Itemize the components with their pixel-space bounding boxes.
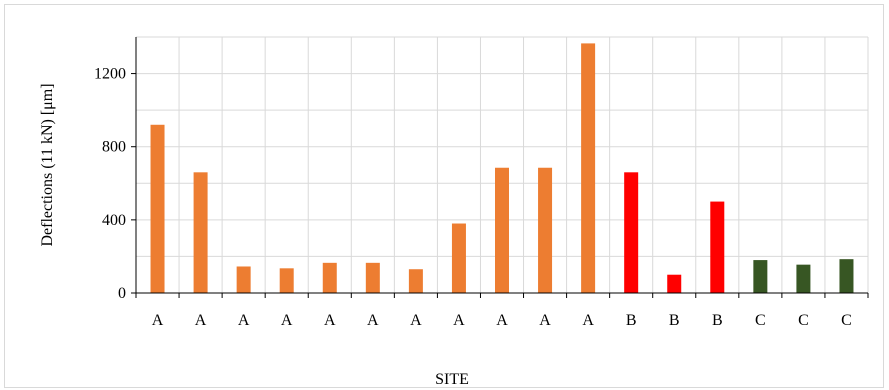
y-tick-label: 800 xyxy=(102,139,126,156)
bars xyxy=(150,43,854,294)
x-tick-label: C xyxy=(841,312,852,329)
x-tick-label: C xyxy=(798,312,809,329)
bar xyxy=(796,264,811,293)
x-tick-label: A xyxy=(453,312,465,329)
x-tick-label: A xyxy=(238,312,250,329)
bar xyxy=(322,262,337,293)
bar xyxy=(150,124,165,294)
y-tick-label: 1200 xyxy=(94,66,126,83)
y-tick-label: 0 xyxy=(118,285,126,302)
bar xyxy=(451,223,466,293)
x-tick-label: A xyxy=(152,312,164,329)
bar xyxy=(236,266,251,293)
x-tick-label: A xyxy=(195,312,207,329)
x-tick-label: A xyxy=(324,312,336,329)
x-tick-label: A xyxy=(410,312,422,329)
x-tick-label: A xyxy=(539,312,551,329)
x-tick-label: A xyxy=(496,312,508,329)
x-tick-label: A xyxy=(281,312,293,329)
y-tick-labels: 0 400 800 1200 xyxy=(94,66,126,302)
bar xyxy=(667,274,682,293)
y-tick-label: 400 xyxy=(102,212,126,229)
x-tick-label: B xyxy=(669,312,680,329)
bar xyxy=(279,268,294,293)
x-tick-label: C xyxy=(755,312,766,329)
y-axis-title: Deflections (11 kN) [μm] xyxy=(39,83,56,246)
x-tick-label: A xyxy=(582,312,594,329)
bar xyxy=(753,260,768,293)
bar xyxy=(581,43,596,294)
x-tick-label: B xyxy=(626,312,637,329)
axes xyxy=(131,37,869,298)
x-axis-title: SITE xyxy=(435,371,469,388)
x-tick-label: A xyxy=(367,312,379,329)
x-tick-label: B xyxy=(712,312,723,329)
bar xyxy=(538,167,553,293)
bar xyxy=(495,167,509,293)
bar xyxy=(624,172,639,293)
grid-lines xyxy=(136,36,869,293)
bar xyxy=(408,269,423,293)
bar xyxy=(193,172,208,293)
bar xyxy=(839,259,854,293)
bar xyxy=(710,201,725,293)
bar xyxy=(365,262,380,293)
